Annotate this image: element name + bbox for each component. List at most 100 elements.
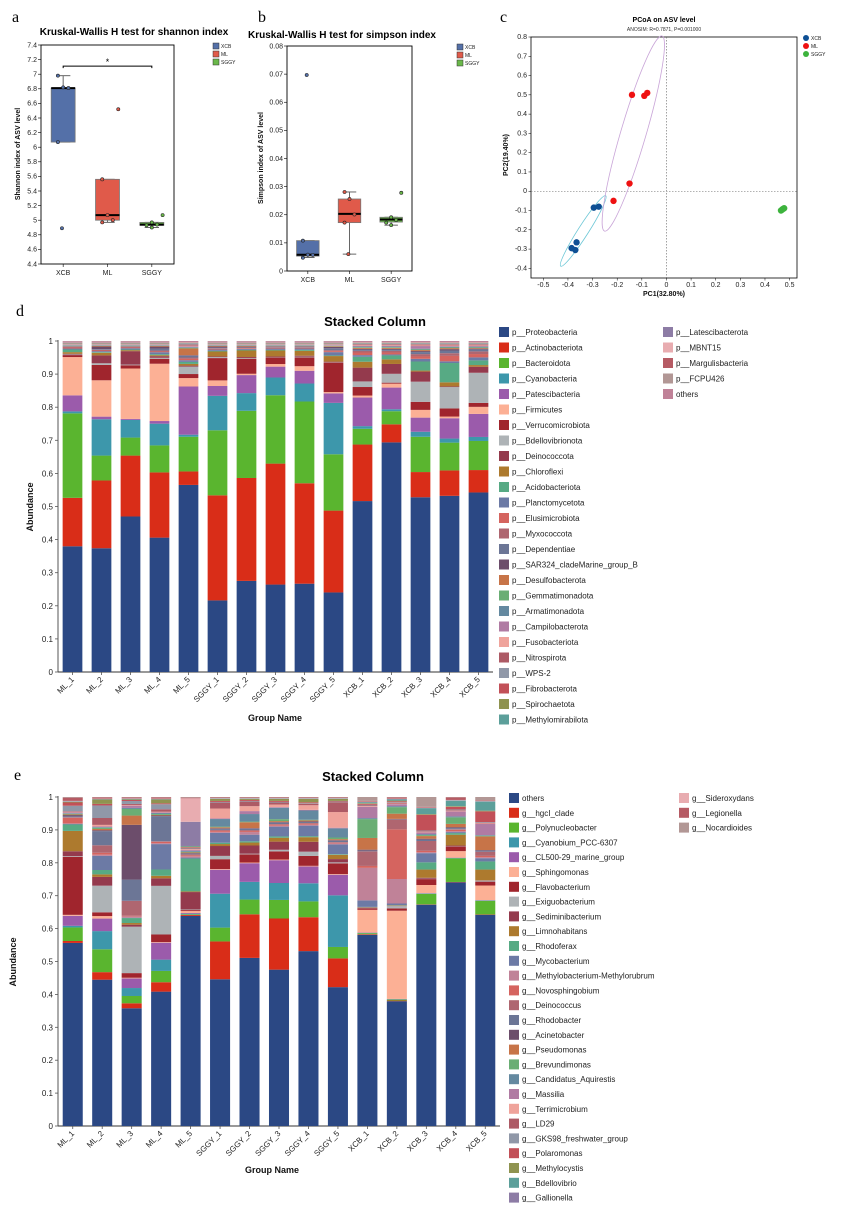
bar-segment-others [327, 987, 348, 1126]
panel-b-simpson-boxplot: Kruskal-Wallis H test for simpson index … [248, 30, 480, 284]
bar-segment-g-limnohabitans [298, 837, 319, 842]
y-tick-label: 0.08 [269, 43, 283, 50]
x-tick-label: XCB_4 [435, 1129, 460, 1154]
bar-segment-g-gks98-freshwater-group [92, 805, 113, 818]
bar-segment-g-polaromonas [475, 811, 496, 823]
bar-segment-g-rhodoferax [239, 841, 260, 843]
legend-swatch [499, 637, 509, 647]
bar-segment-g-methylocystis [298, 798, 319, 803]
legend-swatch [663, 389, 673, 399]
bar-segment-p-actinobacteriota [91, 480, 112, 549]
bar-segment-g-mycobacterium [416, 853, 437, 863]
bar-segment-p-firmicutes [62, 357, 83, 396]
legend-label: g__Sideroxydans [692, 794, 754, 803]
bar-segment-g-gks98-freshwater-group [386, 802, 407, 803]
bar-segment-p-proteobacteria [91, 548, 112, 672]
bar-segment-g-brevundimonas [475, 835, 496, 837]
data-point [384, 220, 389, 225]
x-tick-label: ML [103, 270, 113, 277]
bar-segment-g-hgci-clade [151, 982, 172, 992]
bar-ml_1 [62, 341, 83, 672]
panel-letter-a: a [12, 9, 19, 26]
bar-segment-p-proteobacteria [294, 583, 315, 672]
legend-swatch [499, 451, 509, 461]
bar-segment-g-pseudomonas [62, 814, 83, 816]
bar-segment-g-novosphingobium [386, 829, 407, 880]
bar-segment-p-desulfobacterota [178, 348, 199, 356]
bar-segment-g-bdellovibrio [180, 845, 201, 847]
legend-swatch [499, 590, 509, 601]
bar-segment-p-fusobacteriota [352, 345, 373, 346]
bar-segment-others [386, 1001, 407, 1126]
plot-frame [286, 45, 413, 272]
bar-segment-g-sideroxydans [180, 798, 201, 822]
bar-segment-g-polynucleobacter [151, 970, 172, 983]
legend-swatch [499, 699, 509, 709]
bar-segment-g-gks98-freshwater-group [151, 804, 172, 810]
legend-swatch-xcb [212, 42, 220, 50]
x-tick-label: -0.4 [562, 282, 574, 289]
bar-segment-g-hgci-clade [386, 1000, 407, 1002]
series-xcb [568, 203, 602, 254]
bar-segment-p-actinobacteriota [323, 510, 344, 593]
bar-segment-p-cyanobacteria [439, 438, 460, 443]
x-tick-label: XCB_1 [347, 1129, 372, 1154]
legend-label: g__Polaromonas [522, 1149, 582, 1158]
bar-segment-g-brevundimonas [386, 807, 407, 814]
bar-segment-g-flavobacterium [298, 855, 319, 866]
legend-label: p__Dependentiae [512, 545, 576, 554]
bar-segment-p-actinobacteriota [294, 483, 315, 584]
bar-segment-g-legionella [151, 797, 172, 799]
y-tick-label: 0.3 [42, 1023, 54, 1032]
bar-segment-g-limnohabitans [92, 874, 113, 877]
bar-segment-g-methylobacterium-methylorubrum [268, 825, 290, 827]
legend-swatch [499, 606, 509, 616]
bar-segment-p-chloroflexi [294, 350, 315, 356]
bar-xcb_4 [445, 797, 466, 1126]
data-point [100, 220, 105, 225]
legend-label: p__WPS-2 [512, 669, 551, 678]
bar-segment-p-sar324-clademarine-group-b [323, 346, 344, 349]
bar-segment-p-firmicutes [352, 395, 373, 398]
bar-segment-p-patescibacteria [149, 421, 170, 424]
bar-segment-p-chloroflexi [381, 359, 402, 364]
bar-segment-g-polynucleobacter [475, 900, 496, 915]
bar-segment-g-methylocystis [92, 799, 113, 804]
bar-segment-others [323, 341, 344, 342]
legend-swatch [499, 513, 509, 523]
bar-segment-others [207, 341, 228, 342]
bar-segment-g-terrimicrobium [357, 806, 378, 807]
bar-segment-g-methylocystis [357, 803, 378, 804]
y-tick-label: 0.01 [269, 240, 283, 247]
bar-segment-g-massilia [445, 811, 466, 817]
bar-segment-p-myxococcota [149, 350, 170, 352]
bar-segment-p-elusimicrobiota [207, 348, 228, 350]
bar-segment-g-legionella [92, 797, 113, 799]
bar-segment-g-bdellovibrio [386, 799, 407, 801]
legend-label: g__Nocardioides [692, 824, 752, 833]
legend-label: g__Legionella [692, 809, 742, 818]
bar-segment-others [445, 882, 466, 1126]
x-tick-label: XCB_3 [405, 1129, 430, 1154]
bar-segment-p-chloroflexi [207, 351, 228, 357]
x-tick-label: 0.1 [686, 282, 696, 289]
bar-segment-p-campilobacterota [352, 345, 373, 347]
bar-segment-g-legionella [239, 797, 260, 798]
bar-segment-g-terrimicrobium [92, 824, 113, 827]
bar-segment-g-pseudomonas [121, 815, 142, 825]
bar-segment-p-planctomycetota [149, 352, 170, 355]
bar-segment-g-sphingomonas [475, 885, 496, 901]
bar-segment-g-sphingomonas [357, 909, 378, 933]
bar-segment-p-desulfobacterota [236, 345, 257, 347]
bar-segment-p-desulfobacterota [468, 348, 489, 349]
bar-segment-g-rhodoferax [475, 861, 496, 870]
bar-segment-p-elusimicrobiota [149, 351, 170, 353]
bar-segment-others [357, 934, 378, 1126]
bar-segment-g-sphingomonas [298, 865, 319, 867]
bar-segment-p-myxococcota [265, 347, 286, 348]
bar-segment-p-actinobacteriota [352, 444, 373, 502]
bar-segment-g-rhodoferax [298, 836, 319, 838]
bar-segment-g-gks98-freshwater-group [180, 847, 201, 849]
bar-segment-g-hgci-clade [239, 914, 260, 958]
